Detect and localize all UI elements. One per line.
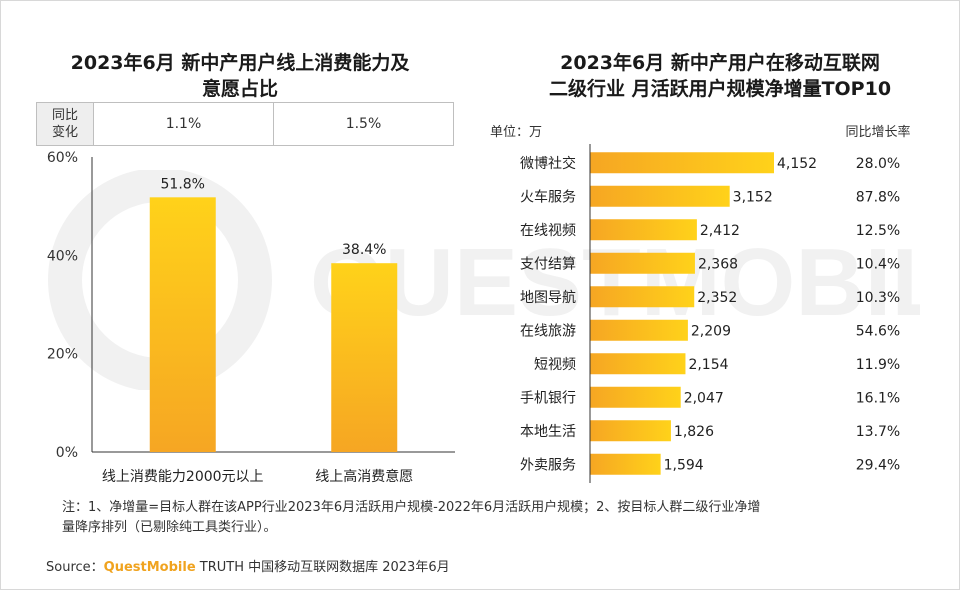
bar <box>149 197 216 452</box>
left-title-line1: 2023年6月 新中产用户线上消费能力及 <box>70 52 410 74</box>
hbar-value-label: 2,209 <box>691 323 731 339</box>
hbar-value-label: 2,047 <box>684 390 724 406</box>
source-rest: TRUTH 中国移动互联网数据库 2023年6月 <box>195 560 450 575</box>
x-category-label: 线上消费能力2000元以上 <box>102 469 264 485</box>
hbar-value-label: 3,152 <box>733 189 773 205</box>
unit-label: 单位：万 <box>490 125 542 140</box>
footnote-line1: 注：1、净增量=目标人群在该APP行业2023年6月活跃用户规模-2022年6月… <box>62 500 761 515</box>
hbar <box>590 252 695 274</box>
growth-rate-label: 87.8% <box>856 189 900 205</box>
y-tick-label: 40% <box>47 248 78 264</box>
category-label: 短视频 <box>534 357 576 373</box>
growth-rate-label: 11.9% <box>856 357 900 373</box>
growth-header: 同比增长率 <box>845 124 910 140</box>
growth-rate-label: 29.4% <box>856 457 900 473</box>
yoy-header: 同比 变化 <box>37 103 94 145</box>
bar-value-label: 38.4% <box>342 242 386 258</box>
growth-rate-label: 10.4% <box>856 256 900 272</box>
footnote-line2: 量降序排列（已剔除纯工具类行业）。 <box>62 520 277 535</box>
yoy-header-line1: 同比 <box>51 108 78 123</box>
hbar-value-label: 1,826 <box>674 424 714 440</box>
category-label: 火车服务 <box>520 188 576 205</box>
category-label: 地图导航 <box>520 290 576 306</box>
bar <box>331 263 398 452</box>
left-bar-chart: 0% 20% 40% 60% 51.8% 线上消费能力2000元以上 38.4% 线上高消费意… <box>47 150 455 485</box>
x-category-label: 线上高消费意愿 <box>315 468 413 485</box>
category-label: 手机银行 <box>520 390 576 406</box>
hbar-value-label: 2,352 <box>697 290 737 306</box>
hbar-value-label: 2,154 <box>688 357 728 373</box>
right-chart-title: 2023年6月 新中产用户在移动互联网 二级行业 月活跃用户规模净增量TOP10 <box>500 50 940 102</box>
category-label: 在线旅游 <box>520 323 576 339</box>
right-title-line2: 二级行业 月活跃用户规模净增量TOP10 <box>548 78 892 100</box>
hbar <box>590 386 681 408</box>
category-label: 支付结算 <box>520 256 576 272</box>
yoy-value-consumption-ability: 1.1% <box>165 116 202 132</box>
yoy-header-line2: 变化 <box>51 125 78 140</box>
growth-rate-label: 54.6% <box>856 323 900 339</box>
source-line: Source：QuestMobile TRUTH 中国移动互联网数据库 2023… <box>46 556 450 575</box>
hbar <box>590 453 661 475</box>
hbar <box>590 286 695 308</box>
category-label: 在线视频 <box>520 223 576 239</box>
y-tick-label: 20% <box>47 347 78 363</box>
hbar-value-label: 1,594 <box>664 457 704 473</box>
y-tick-label: 0% <box>56 445 78 461</box>
category-label: 微博社交 <box>520 155 576 172</box>
growth-rate-label: 12.5% <box>856 223 900 239</box>
hbar <box>590 353 686 375</box>
hbar <box>590 319 688 341</box>
left-chart-title: 2023年6月 新中产用户线上消费能力及 意愿占比 <box>30 50 450 102</box>
hbar <box>590 219 697 241</box>
footnote: 注：1、净增量=目标人群在该APP行业2023年6月活跃用户规模-2022年6月… <box>62 498 912 538</box>
category-label: 本地生活 <box>520 424 576 440</box>
hbar-value-label: 2,368 <box>698 256 738 272</box>
hbar-value-label: 2,412 <box>700 223 740 239</box>
source-prefix: Source： <box>46 560 104 575</box>
bar-value-label: 51.8% <box>161 176 205 192</box>
hbar-value-label: 4,152 <box>777 156 817 172</box>
growth-rate-label: 16.1% <box>856 390 900 406</box>
right-title-line1: 2023年6月 新中产用户在移动互联网 <box>560 52 880 74</box>
growth-rate-label: 10.3% <box>856 290 900 306</box>
yoy-change-table: 同比 变化 1.1% 1.5% <box>36 102 454 146</box>
hbar <box>590 420 671 442</box>
yoy-value-consumption-willingness: 1.5% <box>273 103 453 145</box>
growth-rate-label: 13.7% <box>856 424 900 440</box>
source-brand: QuestMobile <box>103 560 196 575</box>
hbar <box>590 185 730 207</box>
left-title-line2: 意愿占比 <box>201 78 278 100</box>
growth-rate-label: 28.0% <box>856 156 900 172</box>
hbar <box>590 152 774 174</box>
category-label: 外卖服务 <box>520 457 576 473</box>
y-tick-label: 60% <box>47 150 78 166</box>
